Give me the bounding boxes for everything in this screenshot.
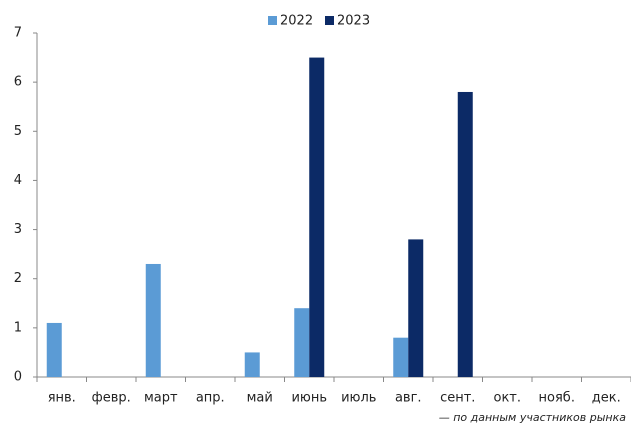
- x-tick-label: дек.: [592, 391, 621, 406]
- bar: [309, 57, 325, 377]
- y-tick-label: 7: [14, 26, 22, 41]
- x-tick-label: май: [247, 391, 273, 406]
- bar: [46, 322, 62, 377]
- y-tick-label: 4: [14, 173, 22, 188]
- x-tick-label: апр.: [196, 391, 225, 406]
- y-tick-label: 0: [14, 370, 22, 385]
- legend-swatch: [268, 16, 277, 25]
- x-tick-label: янв.: [48, 391, 76, 406]
- bar: [408, 239, 424, 377]
- source-note: — по данным участников рынка: [439, 411, 627, 424]
- y-tick-label: 5: [14, 124, 22, 139]
- y-tick-label: 6: [14, 75, 22, 90]
- y-tick-label: 3: [14, 222, 22, 237]
- x-tick-label: март: [144, 391, 178, 406]
- legend-swatch: [325, 16, 334, 25]
- legend-label: 2022: [280, 14, 313, 29]
- bar: [457, 91, 473, 377]
- x-tick-label: окт.: [493, 391, 521, 406]
- bar: [145, 263, 161, 377]
- y-tick-label: 1: [14, 320, 22, 335]
- x-tick-label: авг.: [395, 391, 422, 406]
- x-tick-label: июнь: [291, 391, 327, 406]
- bar: [244, 352, 260, 377]
- x-tick-label: июль: [341, 391, 376, 406]
- x-tick-label: февр.: [92, 391, 131, 406]
- legend-label: 2023: [337, 14, 370, 29]
- bar: [294, 308, 310, 377]
- x-tick-label: нояб.: [539, 391, 575, 406]
- y-tick-label: 2: [14, 271, 22, 286]
- x-tick-label: сент.: [440, 391, 475, 406]
- bar: [393, 337, 409, 377]
